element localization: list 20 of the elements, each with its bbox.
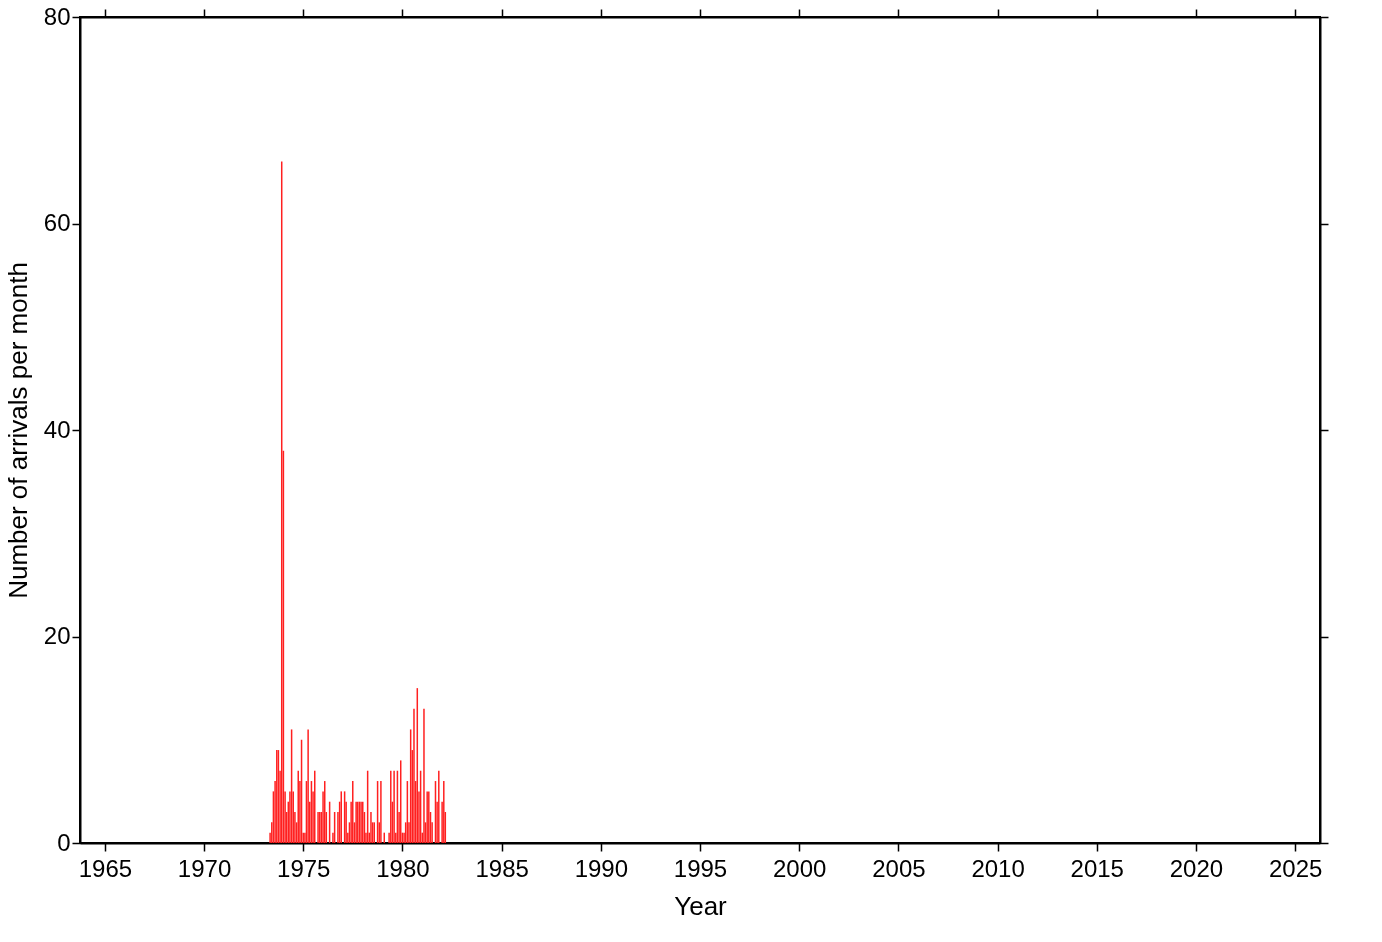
x-tick-label: 2015 — [1070, 854, 1124, 882]
y-axis-title: Number of arrivals per month — [2, 262, 33, 599]
y-tick-label: 60 — [43, 209, 71, 236]
x-axis-title: Year — [674, 890, 728, 921]
x-tick-label: 2025 — [1268, 854, 1323, 882]
y-tick-label: 40 — [43, 415, 71, 443]
x-tick-label: 1970 — [177, 854, 232, 882]
x-tick-label: 1985 — [475, 854, 529, 882]
x-tick-label: 2020 — [1169, 854, 1224, 882]
x-tick-label: 1990 — [574, 854, 629, 882]
x-tick-label: 2000 — [772, 854, 827, 882]
x-tick-label: 2005 — [872, 854, 926, 882]
x-tick-label: 1975 — [277, 854, 331, 882]
x-tick-label: 1980 — [376, 854, 430, 882]
y-tick-label: 0 — [57, 828, 71, 856]
x-tick-label: 1965 — [78, 854, 133, 882]
x-tick-label: 1995 — [673, 854, 728, 882]
y-tick-label: 20 — [43, 622, 71, 649]
x-tick-label: 2010 — [971, 854, 1025, 882]
y-tick-label: 80 — [43, 2, 71, 30]
